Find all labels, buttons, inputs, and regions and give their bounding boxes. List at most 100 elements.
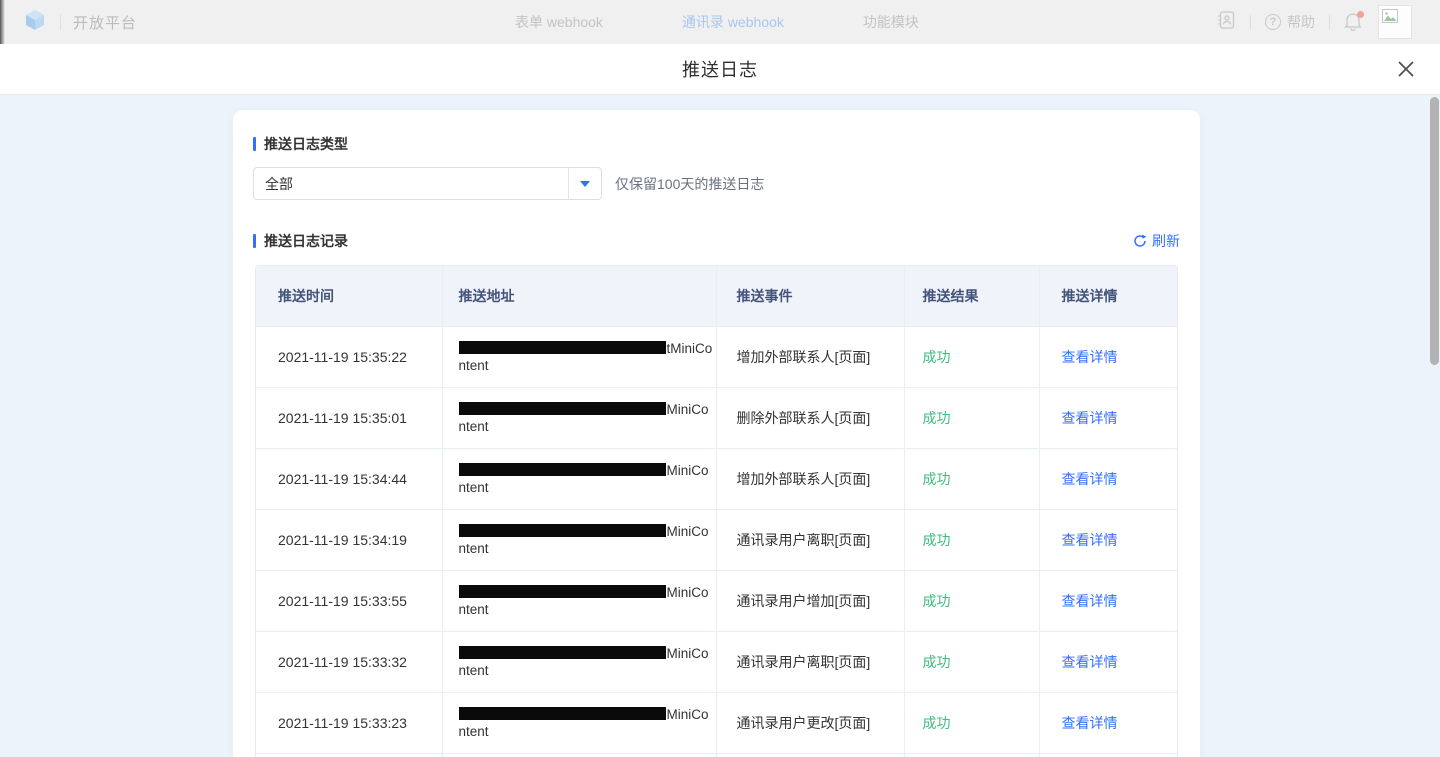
refresh-icon [1134,234,1147,247]
log-type-section-heading: 推送日志类型 [253,110,1180,154]
tab-contacts-webhook[interactable]: 通讯录 webhook [681,14,784,30]
brand-title: 开放平台 [73,14,138,32]
url-visible-wrap: ntent [458,723,489,739]
log-type-select[interactable]: 全部 [253,167,602,200]
url-visible-tail: MiniCo [666,645,709,661]
cell-push-url: MiniCo ntent [441,691,717,754]
cell-push-result: 成功 [903,569,1040,632]
window-edge-shadow [0,0,5,44]
cell-push-detail: 查看详情 [1038,447,1177,510]
redaction-bar [458,401,666,415]
select-value: 全部 [265,175,293,192]
notification-bell-icon[interactable] [1344,11,1364,33]
cell-push-time: 2021-11-19 15:34:19 [256,508,443,571]
cell-push-result: 成功 [903,325,1040,388]
cell-push-time: 2021-11-19 15:35:01 [256,386,443,449]
retention-note: 仅保留100天的推送日志 [615,175,765,192]
url-visible-tail: MiniCo [666,462,709,478]
section-accent-bar [253,137,256,151]
table-row: 2021-11-19 15:35:01 MiniCo ntent 删除外部联系人[页面… [256,386,1177,449]
brand-divider [60,14,61,30]
topbar-divider [1250,15,1251,29]
cell-push-result: 成功 [903,508,1040,571]
table-row: 2021-11-19 15:34:19 MiniCo ntent 通讯录用户离职[页面… [256,508,1177,571]
status-success: 成功 [922,653,951,670]
cell-push-result: 成功 [903,630,1040,693]
cell-push-url: MiniCo ntent [441,630,717,693]
redaction-bar [458,584,666,598]
view-details-link[interactable]: 查看详情 [1061,653,1118,670]
cell-push-event: 删除外部联系人[页面] [715,386,905,449]
cell-push-url: tMiniCo ntent [441,325,717,388]
log-records-title: 推送日志记录 [264,233,348,249]
cell-push-event: 通讯录用户离职[页面] [715,630,905,693]
section-accent-bar [253,234,256,248]
log-type-title: 推送日志类型 [264,136,348,152]
view-details-link[interactable]: 查看详情 [1061,714,1118,731]
cell-push-url: MiniCo ntent [441,386,717,449]
cell-push-detail: 查看详情 [1038,508,1177,571]
column-header: 推送结果 [903,266,1040,327]
help-label: 帮助 [1287,14,1315,30]
avatar-broken-image[interactable] [1378,5,1412,39]
cell-push-result: 成功 [903,447,1040,510]
notification-dot [1357,11,1364,18]
view-details-link[interactable]: 查看详情 [1061,470,1118,487]
vertical-scrollbar-thumb[interactable] [1430,97,1439,365]
tab-form-webhook[interactable]: 表单 webhook [515,14,603,30]
cell-push-event: 通讯录用户增加[页面] [715,569,905,632]
table-row: 2021-11-19 15:33:55 MiniCo ntent 通讯录用户增加[页面… [256,569,1177,632]
contacts-book-icon[interactable] [1216,10,1236,35]
view-details-link[interactable]: 查看详情 [1061,409,1118,426]
table-row-partial [256,752,1177,757]
cell-push-result: 成功 [903,386,1040,449]
log-table: 推送时间 推送地址 推送事件 推送结果 推送详情 2021-11-19 15:35:22… [255,265,1178,757]
cell-empty [441,752,717,757]
url-visible-tail: MiniCo [666,401,709,417]
column-header: 推送详情 [1038,266,1177,327]
status-success: 成功 [922,592,951,609]
tab-feature-modules[interactable]: 功能模块 [862,14,919,30]
view-details-link[interactable]: 查看详情 [1061,348,1118,365]
refresh-button[interactable]: 刷新 [1133,231,1180,251]
brand-group: 开放平台 [22,0,137,44]
cell-push-detail: 查看详情 [1038,325,1177,388]
cell-push-event: 通讯录用户更改[页面] [715,691,905,754]
url-visible-tail: MiniCo [666,523,709,539]
view-details-link[interactable]: 查看详情 [1061,592,1118,609]
url-visible-wrap: ntent [458,540,489,556]
table-row: 2021-11-19 15:34:44 MiniCo ntent 增加外部联系人[页面… [256,447,1177,510]
column-header: 推送地址 [441,266,717,327]
cell-push-time: 2021-11-19 15:35:22 [256,325,443,388]
refresh-label: 刷新 [1152,233,1180,249]
status-success: 成功 [922,470,951,487]
help-button[interactable]: ? 帮助 [1265,12,1315,32]
cell-push-result: 成功 [903,691,1040,754]
redaction-bar [458,645,666,659]
cell-push-event: 增加外部联系人[页面] [715,447,905,510]
close-icon[interactable] [1395,58,1417,80]
top-tabs: 表单 webhook 通讯录 webhook 功能模块 [515,0,919,44]
cell-push-time: 2021-11-19 15:33:55 [256,569,443,632]
cell-push-detail: 查看详情 [1038,386,1177,449]
cell-push-time: 2021-11-19 15:34:44 [256,447,443,510]
url-visible-tail: tMiniCo [666,340,713,356]
log-records-heading-row: 推送日志记录 刷新 [253,231,1180,251]
topbar-divider [1329,15,1330,29]
page-title: 推送日志 [682,60,758,80]
url-visible-wrap: ntent [458,662,489,678]
cell-push-detail: 查看详情 [1038,630,1177,693]
table-row: 2021-11-19 15:33:32 MiniCo ntent 通讯录用户离职[页面… [256,630,1177,693]
status-success: 成功 [922,714,951,731]
cube-logo-icon [22,7,48,38]
cell-push-detail: 查看详情 [1038,691,1177,754]
url-visible-wrap: ntent [458,418,489,434]
select-arrow-zone[interactable] [568,168,601,199]
table-row: 2021-11-19 15:35:22 tMiniCo ntent 增加外部联系人[页… [256,325,1177,388]
cell-empty [903,752,1040,757]
cell-push-detail: 查看详情 [1038,569,1177,632]
view-details-link[interactable]: 查看详情 [1061,531,1118,548]
log-records-section-heading: 推送日志记录 [253,231,348,251]
log-table-head-row: 推送时间 推送地址 推送事件 推送结果 推送详情 [256,266,1177,327]
cell-push-event: 通讯录用户离职[页面] [715,508,905,571]
